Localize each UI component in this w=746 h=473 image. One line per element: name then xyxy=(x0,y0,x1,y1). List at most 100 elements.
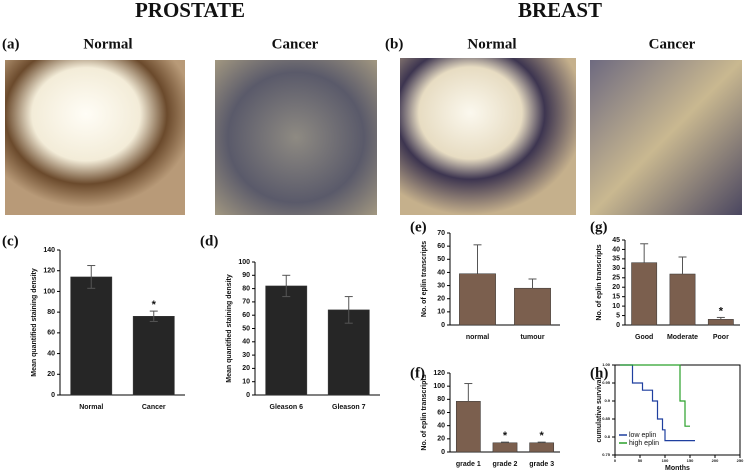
bar xyxy=(669,273,696,326)
y-tick-label: 10 xyxy=(612,303,620,310)
y-tick-label: 20 xyxy=(242,365,250,372)
y-tick-label: 60 xyxy=(437,409,445,416)
y-tick-label: 35 xyxy=(612,256,620,263)
y-tick-label: 40 xyxy=(437,269,445,276)
y-tick-label: 10 xyxy=(242,379,250,386)
y-tick-label: 40 xyxy=(437,423,445,430)
y-axis-label: No. of eplin transcripts xyxy=(421,241,428,317)
x-tick-label: grade 2 xyxy=(493,461,518,468)
x-axis-label: Months xyxy=(665,465,690,472)
y-tick-label: 15 xyxy=(612,294,620,301)
y-tick-label: 20 xyxy=(437,436,445,443)
survival-line xyxy=(620,364,695,442)
y-tick-label: 20 xyxy=(47,371,55,378)
y-tick-label: 120 xyxy=(433,370,445,377)
y-tick-label: 60 xyxy=(242,312,250,319)
y-tick-label: 20 xyxy=(437,296,445,303)
image-title: Cancer xyxy=(272,36,319,52)
y-axis-label: No. of eplin transcripts xyxy=(421,374,428,450)
y-axis-label: cumulative survival xyxy=(596,377,603,442)
panel-label: (a) xyxy=(2,36,20,52)
histology-image xyxy=(5,60,185,215)
annotation: * xyxy=(719,305,724,317)
y-tick-label: 70 xyxy=(242,299,250,306)
y-tick-label: 10 xyxy=(437,309,445,316)
y-tick-label: 0.9 xyxy=(604,398,610,403)
annotation: * xyxy=(503,430,508,442)
y-axis-label: No. of eplin transcripts xyxy=(596,244,603,320)
x-tick-label: Normal xyxy=(79,404,103,411)
y-tick-label: 40 xyxy=(612,246,620,253)
y-tick-label: 5 xyxy=(616,312,620,319)
y-tick-label: 50 xyxy=(242,325,250,332)
y-tick-label: 80 xyxy=(242,285,250,292)
y-tick-label: 60 xyxy=(47,330,55,337)
bar xyxy=(631,262,658,326)
y-tick-label: 80 xyxy=(437,396,445,403)
x-tick-label: 100 xyxy=(662,458,669,463)
y-tick-label: 1.00 xyxy=(602,362,611,367)
annotation: * xyxy=(540,430,545,442)
y-tick-label: 0 xyxy=(246,392,250,399)
x-tick-label: 200 xyxy=(712,458,719,463)
y-tick-label: 30 xyxy=(437,282,445,289)
x-tick-label: tumour xyxy=(520,334,544,341)
bar xyxy=(455,401,481,453)
histology-image xyxy=(215,60,377,215)
y-tick-label: 120 xyxy=(43,268,55,275)
panel-label: (h) xyxy=(590,365,608,381)
y-tick-label: 45 xyxy=(612,237,620,244)
legend-label: high eplin xyxy=(629,440,659,447)
y-tick-label: 40 xyxy=(47,350,55,357)
survival-line xyxy=(620,364,690,427)
y-tick-label: 20 xyxy=(612,284,620,291)
bar xyxy=(327,309,370,396)
y-tick-label: 0.8 xyxy=(604,434,610,439)
bar xyxy=(529,442,555,453)
y-axis-label: Mean quantified staining density xyxy=(31,268,38,377)
y-tick-label: 60 xyxy=(437,243,445,250)
y-tick-label: 100 xyxy=(433,383,445,390)
panel-label: (b) xyxy=(385,36,403,52)
y-tick-label: 30 xyxy=(242,352,250,359)
y-tick-label: 100 xyxy=(238,259,250,266)
y-tick-label: 0 xyxy=(441,449,445,456)
annotation: * xyxy=(152,299,157,311)
x-tick-label: Gleason 7 xyxy=(332,404,366,411)
y-tick-label: 0.85 xyxy=(602,416,611,421)
y-tick-label: 80 xyxy=(47,309,55,316)
panel-label: (f) xyxy=(410,365,425,381)
x-tick-label: 50 xyxy=(638,458,643,463)
image-title: Cancer xyxy=(649,36,696,52)
y-tick-label: 30 xyxy=(612,265,620,272)
x-tick-label: 150 xyxy=(687,458,694,463)
panel-label: (c) xyxy=(2,233,19,249)
x-tick-label: grade 1 xyxy=(456,461,481,468)
image-title: Normal xyxy=(467,36,516,52)
x-tick-label: Good xyxy=(635,334,653,341)
bar xyxy=(514,287,551,326)
x-tick-label: Gleason 6 xyxy=(270,404,304,411)
y-tick-label: 70 xyxy=(437,230,445,237)
y-tick-label: 0 xyxy=(441,322,445,329)
x-tick-label: 0 xyxy=(614,458,617,463)
y-axis-label: Mean quantified staining density xyxy=(226,274,233,383)
y-tick-label: 40 xyxy=(242,339,250,346)
header: PROSTATE xyxy=(135,0,245,22)
panel-label: (g) xyxy=(590,219,608,235)
y-tick-label: 0 xyxy=(616,322,620,329)
bar xyxy=(707,319,734,326)
y-tick-label: 0.75 xyxy=(602,452,611,457)
histology-image xyxy=(400,58,576,215)
y-tick-label: 100 xyxy=(43,288,55,295)
legend-label: low eplin xyxy=(629,432,656,439)
y-tick-label: 0.95 xyxy=(602,380,611,385)
header: BREAST xyxy=(518,0,602,22)
y-tick-label: 90 xyxy=(242,272,250,279)
x-tick-label: grade 3 xyxy=(529,461,554,468)
x-tick-label: normal xyxy=(466,334,489,341)
x-tick-label: Poor xyxy=(713,334,729,341)
y-tick-label: 0 xyxy=(51,392,55,399)
panel-label: (d) xyxy=(200,233,218,249)
